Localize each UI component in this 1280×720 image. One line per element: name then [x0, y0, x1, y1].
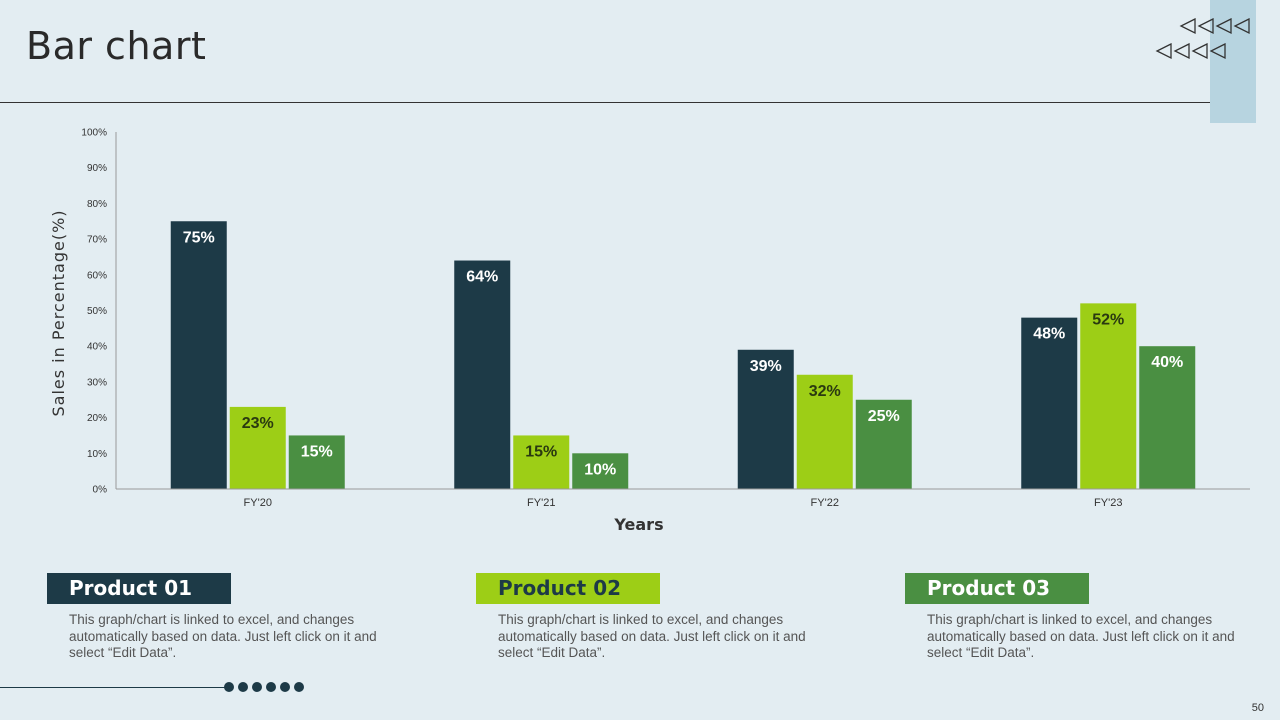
y-tick-label: 100% [81, 128, 107, 139]
decorative-arrows-icon [1155, 17, 1250, 60]
x-category-label: FY'23 [1094, 497, 1122, 509]
corner-accent-block [1210, 0, 1256, 123]
footer-dots [224, 682, 304, 692]
y-tick-label: 60% [87, 270, 107, 281]
y-tick-label: 70% [87, 235, 107, 246]
y-tick-label: 90% [87, 163, 107, 174]
bar-product-02 [229, 406, 286, 489]
bar-product-03 [288, 435, 345, 489]
dot-icon [224, 682, 234, 692]
y-tick-label: 10% [87, 449, 107, 460]
bar-product-03 [572, 453, 629, 489]
y-axis-title: Sales in Percentage(%) [49, 209, 68, 416]
legend-product-03-label: Product 03 [927, 576, 1051, 600]
dot-icon [252, 682, 262, 692]
legend-product-01: Product 01 [47, 573, 231, 604]
bar-data-label: 52% [1092, 311, 1124, 328]
bar-data-label: 40% [1151, 354, 1183, 371]
page-number: 50 [1251, 702, 1264, 714]
bar-data-label: 48% [1033, 326, 1065, 343]
bar-product-02 [1080, 303, 1137, 489]
bar-data-label: 23% [242, 415, 274, 432]
legend-product-01-label: Product 01 [69, 576, 193, 600]
legend-product-02-description: This graph/chart is linked to excel, and… [498, 612, 806, 660]
dot-icon [294, 682, 304, 692]
y-tick-label: 40% [87, 342, 107, 353]
legend-product-01-description: This graph/chart is linked to excel, and… [69, 612, 377, 660]
bar-data-label: 39% [750, 358, 782, 375]
bar-product-03 [855, 399, 912, 489]
dot-icon [266, 682, 276, 692]
bar-data-label: 10% [584, 461, 616, 478]
legend-product-02-label: Product 02 [498, 576, 622, 600]
bar-data-label: 15% [301, 443, 333, 460]
bar-product-03 [1139, 346, 1196, 489]
x-axis-title: Years [613, 515, 663, 534]
title-divider [0, 102, 1210, 103]
bar-data-label: 32% [809, 383, 841, 400]
x-category-label: FY'20 [244, 497, 272, 509]
x-category-label: FY'21 [527, 497, 555, 509]
dot-icon [280, 682, 290, 692]
bar-product-01 [737, 349, 794, 489]
y-tick-label: 80% [87, 199, 107, 210]
slide-title: Bar chart [26, 24, 207, 68]
bar-chart: 0% 10% 20% 30% 40% 50% 60% 70% 80% 90% 100% 75% 23%… [49, 128, 1250, 534]
bar-data-label: 15% [525, 443, 557, 460]
bar-product-01 [454, 260, 511, 489]
bar-data-label: 75% [183, 229, 215, 246]
bar-product-01 [1021, 317, 1078, 489]
y-tick-label: 30% [87, 377, 107, 388]
bar-product-01 [170, 221, 227, 489]
x-category-label: FY'22 [811, 497, 839, 509]
legend-product-03: Product 03 [905, 573, 1089, 604]
bar-data-label: 64% [466, 269, 498, 286]
legend-product-02: Product 02 [476, 573, 660, 604]
y-tick-label: 0% [93, 485, 108, 496]
bar-product-02 [513, 435, 570, 489]
dot-icon [238, 682, 248, 692]
bar-data-label: 25% [868, 408, 900, 425]
y-tick-label: 20% [87, 413, 107, 424]
bar-product-02 [796, 374, 853, 489]
footer-divider [0, 687, 228, 688]
y-tick-label: 50% [87, 306, 107, 317]
legend-product-03-description: This graph/chart is linked to excel, and… [927, 612, 1235, 660]
